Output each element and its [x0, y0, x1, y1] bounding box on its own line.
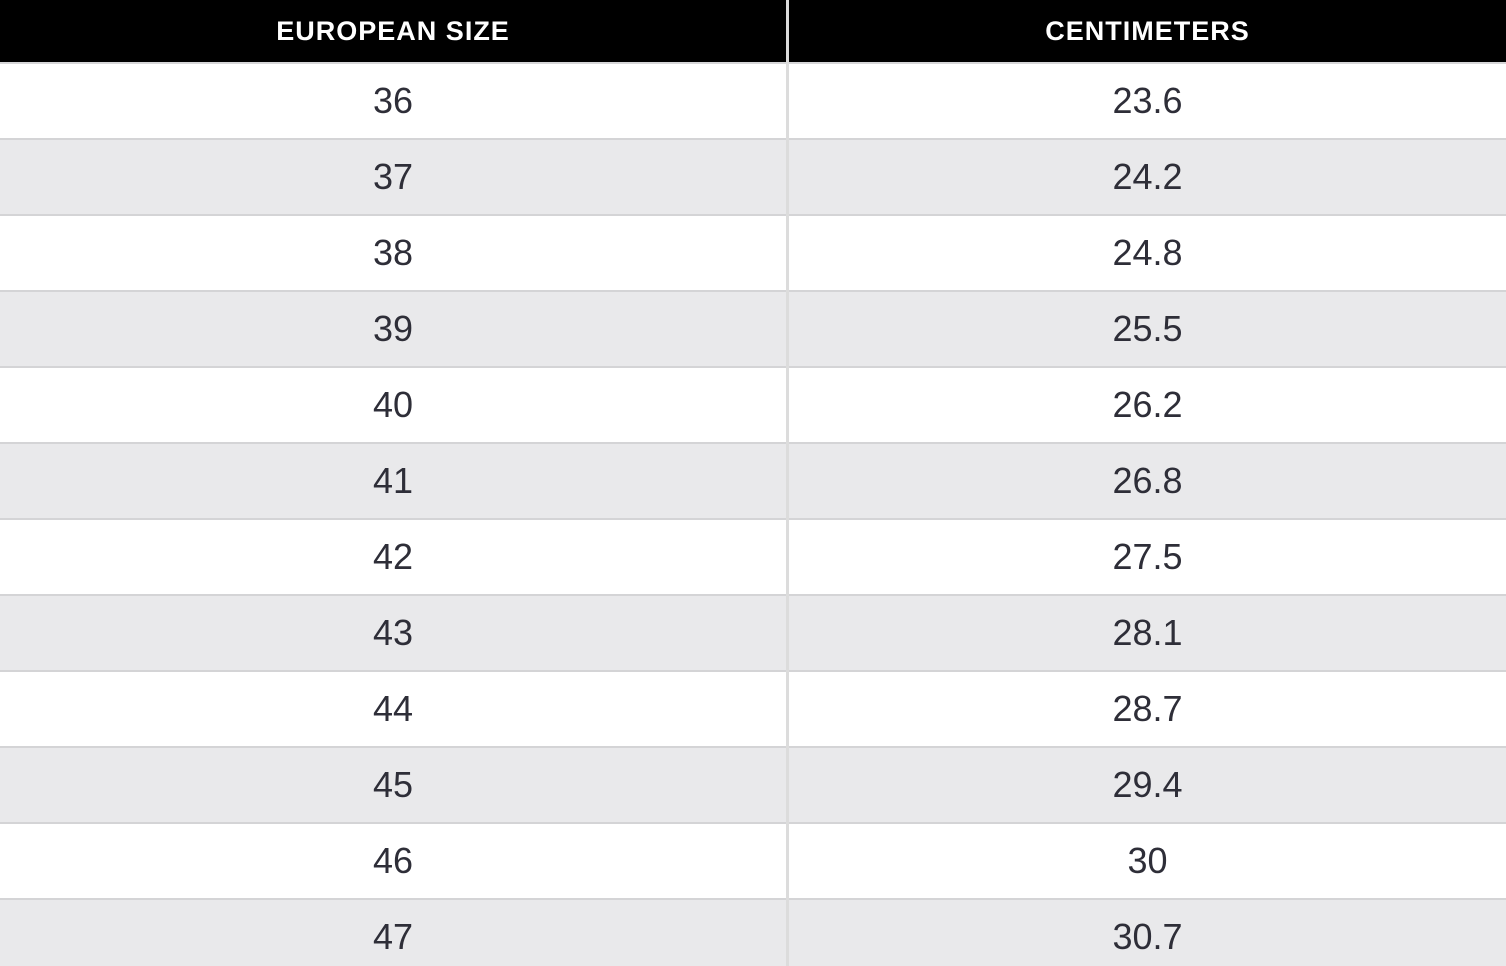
- european-size-cell: 39: [373, 308, 414, 349]
- column-header-european-size: EUROPEAN SIZE: [0, 0, 788, 63]
- table-row: 44 28.7: [0, 671, 1506, 747]
- centimeters-cell: 28.7: [786, 671, 1506, 747]
- centimeters-cell: 27.5: [786, 519, 1506, 595]
- table-row: 36 23.6: [0, 63, 1506, 139]
- centimeters-cell: 30.7: [786, 899, 1506, 966]
- table-row: 41 26.8: [0, 443, 1506, 519]
- european-size-cell: 42: [373, 536, 414, 577]
- table-row: 38 24.8: [0, 215, 1506, 291]
- column-header-centimeters: CENTIMETERS: [786, 0, 1506, 63]
- table-header: EUROPEAN SIZE CENTIMETERS: [0, 0, 1506, 63]
- european-size-cell: 45: [373, 764, 414, 805]
- european-size-cell: 46: [373, 840, 414, 881]
- centimeters-cell: 29.4: [786, 747, 1506, 823]
- table-row: 39 25.5: [0, 291, 1506, 367]
- centimeters-cell: 26.8: [786, 443, 1506, 519]
- centimeters-cell: 26.2: [786, 367, 1506, 443]
- european-size-cell: 44: [373, 688, 414, 729]
- european-size-cell: 40: [373, 384, 414, 425]
- table-row: 37 24.2: [0, 139, 1506, 215]
- european-size-cell: 37: [373, 156, 414, 197]
- european-size-cell: 41: [373, 460, 414, 501]
- table-row: 46 30: [0, 823, 1506, 899]
- table-row: 42 27.5: [0, 519, 1506, 595]
- table-row: 47 30.7: [0, 899, 1506, 966]
- european-size-cell: 36: [373, 80, 414, 121]
- european-size-cell: 38: [373, 232, 414, 273]
- table-header-row: EUROPEAN SIZE CENTIMETERS: [0, 0, 1506, 63]
- european-size-cell: 43: [373, 612, 414, 653]
- table-row: 43 28.1: [0, 595, 1506, 671]
- centimeters-cell: 25.5: [786, 291, 1506, 367]
- table-body: 36 23.6 37 24.2 38 24.8 39 25.5 40 26.2 41 26.8 42 27…: [0, 63, 1506, 966]
- centimeters-cell: 28.1: [786, 595, 1506, 671]
- european-size-cell: 47: [373, 916, 414, 957]
- centimeters-cell: 24.8: [786, 215, 1506, 291]
- table-row: 45 29.4: [0, 747, 1506, 823]
- table-row: 40 26.2: [0, 367, 1506, 443]
- centimeters-cell: 24.2: [786, 139, 1506, 215]
- centimeters-cell: 23.6: [786, 63, 1506, 139]
- centimeters-cell: 30: [786, 823, 1506, 899]
